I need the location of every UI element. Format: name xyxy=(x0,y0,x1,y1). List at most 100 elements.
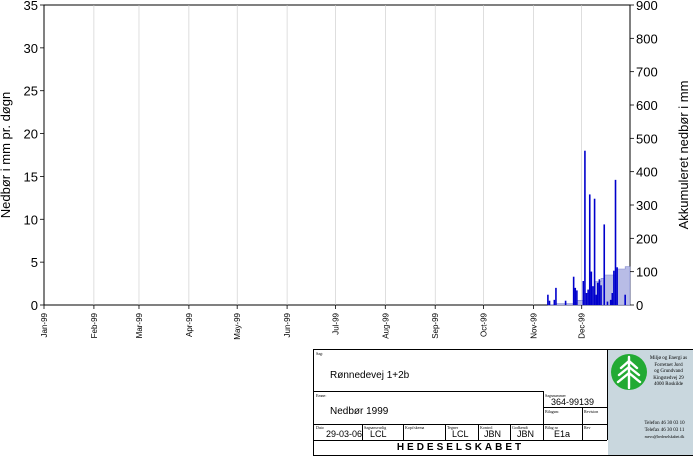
daily-bar xyxy=(592,286,594,305)
tegner-value: LCL xyxy=(452,429,469,439)
daily-bar xyxy=(609,299,612,305)
daily-series xyxy=(547,150,626,305)
daily-bar xyxy=(616,267,618,305)
x-tick-label: Sep-99 xyxy=(431,312,440,338)
godkendt-value: JBN xyxy=(517,429,535,439)
daily-bar xyxy=(547,294,549,305)
x-tick-label: Aug-99 xyxy=(381,312,390,338)
kontrol-value: JBN xyxy=(484,429,502,439)
right-tick-label: 200 xyxy=(636,231,658,246)
daily-bar xyxy=(576,290,578,305)
left-axis-title: Nedbør i mm pr. døgn xyxy=(0,92,13,218)
hedeselskabet-logo-icon xyxy=(611,354,647,390)
kopi-label: Kopi/skema xyxy=(405,425,425,430)
daily-bar xyxy=(553,299,556,305)
left-tick-label: 0 xyxy=(31,298,38,313)
precipitation-chart: 0 5 10 15 20 25 30 35 0 100 200 300 400 500 600 700 800… xyxy=(0,0,691,340)
sagsnummer-label: Sagsnummer xyxy=(545,393,566,398)
right-tick-label: 400 xyxy=(636,165,658,180)
x-tick-label: Jun-99 xyxy=(283,312,292,337)
sagsansvarlig-label: Sagsansvarlig xyxy=(364,425,387,430)
kontrol-label: Kontrol xyxy=(480,425,493,430)
daily-bar xyxy=(624,294,626,305)
x-axis-ticks: Jan-99 Feb-99 Mar-99 Apr-99 May-99 Jun-99 Jul-… xyxy=(40,305,587,340)
x-tick-label: Jul-99 xyxy=(331,312,340,334)
left-tick-label: 25 xyxy=(24,84,38,99)
daily-bar xyxy=(606,301,609,305)
company-unit: Miljø og Energi as xyxy=(649,356,688,361)
right-tick-label: 800 xyxy=(636,31,658,46)
bilag-label: Bilag nr xyxy=(545,425,558,430)
left-tick-label: 5 xyxy=(31,255,38,270)
x-tick-label: Feb-99 xyxy=(90,312,99,338)
left-tick-label: 20 xyxy=(24,127,38,142)
revision-label: Revision xyxy=(584,409,599,414)
right-tick-label: 900 xyxy=(636,0,658,13)
right-tick-label: 500 xyxy=(636,131,658,146)
sag-label: Sag: xyxy=(316,351,324,356)
x-tick-label: May-99 xyxy=(233,312,242,339)
daily-bar xyxy=(588,194,591,305)
telefon: Telefon 46 30 03 10 xyxy=(644,421,685,426)
telefax: Telefax 46 30 03 11 xyxy=(644,428,685,433)
daily-bar xyxy=(590,271,593,305)
x-tick-label: Dec-99 xyxy=(578,312,587,338)
left-axis-ticks: 0 5 10 15 20 25 30 35 xyxy=(24,0,44,313)
daily-bar xyxy=(598,279,601,305)
emne-label: Emne: xyxy=(316,393,327,398)
right-tick-label: 0 xyxy=(636,298,643,313)
address-line-4: 4000 Roskilde xyxy=(653,382,684,387)
x-tick-label: Oct-99 xyxy=(480,312,489,337)
vertical-gridlines xyxy=(93,5,583,305)
address-line-2: og Grundvand xyxy=(654,369,683,374)
daily-bar xyxy=(584,150,586,305)
godkendt-label: Godkendt xyxy=(512,425,528,430)
right-tick-label: 100 xyxy=(636,265,658,280)
x-tick-label: Mar-99 xyxy=(135,312,144,338)
x-tick-label: Nov-99 xyxy=(529,312,538,338)
daily-bar xyxy=(595,294,597,305)
right-tick-label: 700 xyxy=(636,65,658,80)
daily-bar xyxy=(587,289,589,305)
left-tick-label: 10 xyxy=(24,212,38,227)
right-tick-label: 300 xyxy=(636,198,658,213)
sagsansvarlig-value: LCL xyxy=(370,429,387,439)
left-tick-label: 35 xyxy=(24,0,38,13)
bilag-value: E1a xyxy=(554,429,571,439)
right-axis-ticks: 0 100 200 300 400 500 600 700 800 900 xyxy=(630,0,658,313)
daily-bar xyxy=(611,293,614,305)
email: mevo@hedeselskabet.dk xyxy=(644,434,685,439)
rev-label: Rev xyxy=(584,425,591,430)
daily-bar xyxy=(574,287,577,305)
daily-bar xyxy=(572,276,575,305)
title-block: Sag: Rønnedevej 1+2b Emne: Nedbør 1999 S… xyxy=(313,349,693,456)
daily-bar xyxy=(585,293,588,305)
daily-bar xyxy=(614,179,617,305)
daily-bar xyxy=(582,281,585,305)
plot-area xyxy=(43,4,631,306)
daily-bar xyxy=(613,270,615,305)
dato-label: Dato xyxy=(316,425,324,430)
address-line-3: Kingstedvej 29 xyxy=(653,376,684,381)
daily-bar xyxy=(597,282,599,305)
left-tick-label: 30 xyxy=(24,41,38,56)
left-tick-label: 15 xyxy=(24,169,38,184)
address-line-1: Forretnet Jord xyxy=(654,363,683,368)
company-panel: Miljø og Energi as Forretnet Jord og Gru… xyxy=(608,350,693,455)
daily-bar xyxy=(593,198,596,305)
sagsnummer-value: 364-99139 xyxy=(551,397,595,407)
sag-value: Rønnedevej 1+2b xyxy=(330,370,410,381)
emne-value: Nedbør 1999 xyxy=(330,406,389,417)
daily-bar xyxy=(555,287,557,305)
bilagsnr-label: Bilagsnr. xyxy=(545,409,560,414)
daily-bar xyxy=(564,300,567,305)
right-tick-label: 600 xyxy=(636,98,658,113)
right-axis-title: Akkumuleret nedbør i mm xyxy=(676,81,691,230)
x-tick-label: Apr-99 xyxy=(185,312,194,337)
dato-value: 29-03-06 xyxy=(326,429,363,439)
daily-bar xyxy=(548,300,551,305)
daily-bar xyxy=(600,285,602,305)
x-tick-label: Jan-99 xyxy=(40,312,49,337)
daily-bar xyxy=(603,224,606,305)
company-name: HEDESELSKABET xyxy=(396,442,525,453)
